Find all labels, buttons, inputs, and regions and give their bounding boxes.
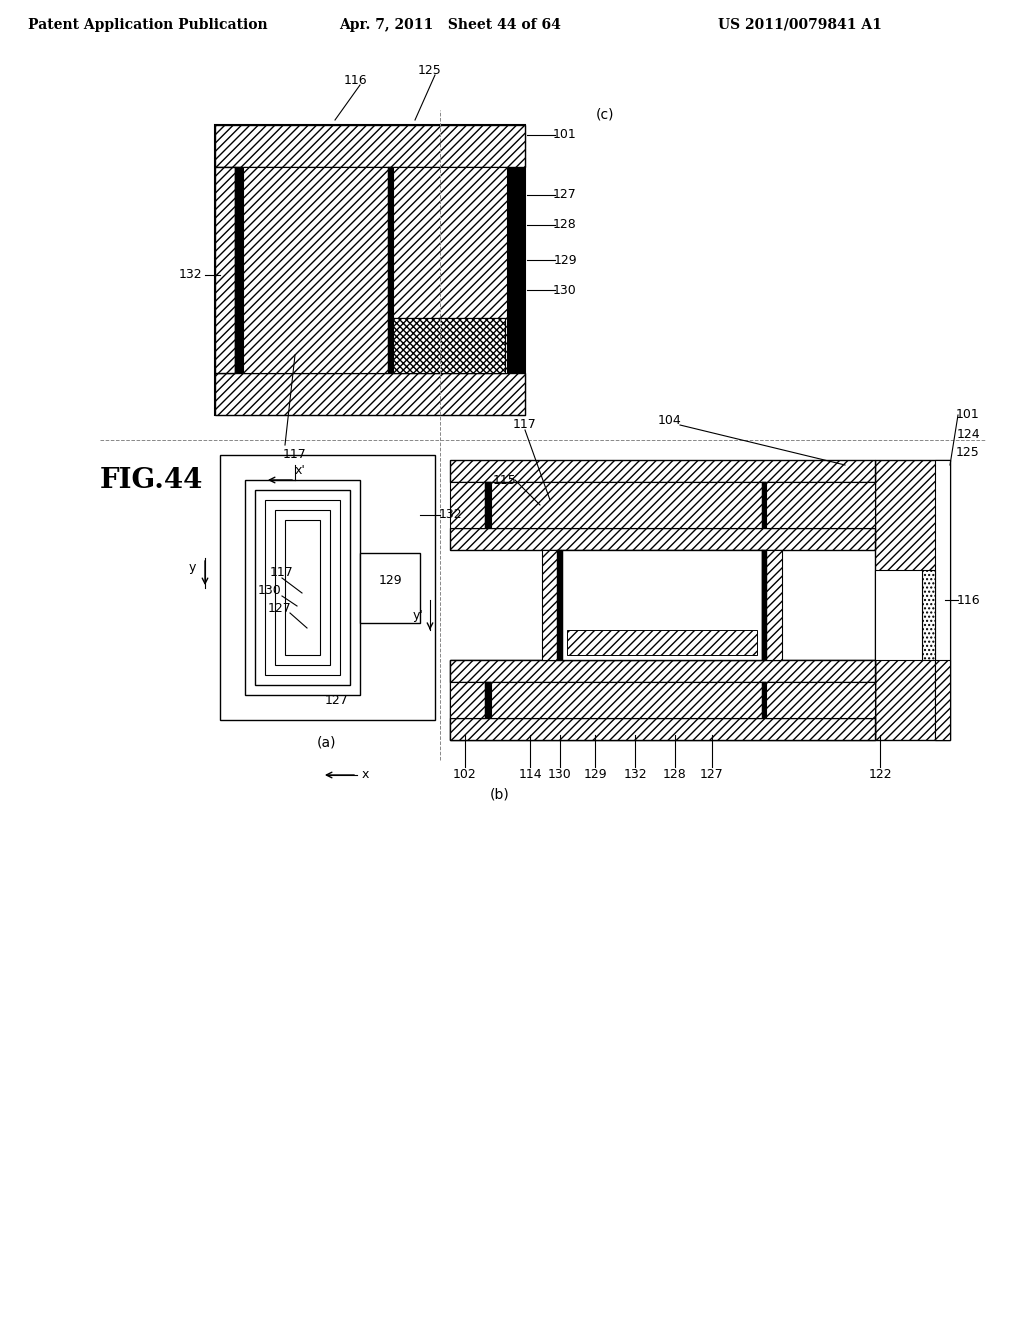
Bar xyxy=(215,374,525,414)
Text: Patent Application Publication: Patent Application Publication xyxy=(29,18,268,32)
Text: 117: 117 xyxy=(513,418,537,432)
Text: 129: 129 xyxy=(553,253,577,267)
Bar xyxy=(766,682,874,718)
Bar xyxy=(762,482,766,528)
Text: 132: 132 xyxy=(178,268,202,281)
Bar xyxy=(766,482,874,528)
Text: 104: 104 xyxy=(658,413,682,426)
Bar xyxy=(380,168,505,187)
Bar xyxy=(762,682,766,718)
Text: 101: 101 xyxy=(956,408,980,421)
Text: 130: 130 xyxy=(258,585,282,598)
Bar xyxy=(450,718,874,741)
Bar xyxy=(243,168,388,374)
Text: 127: 127 xyxy=(268,602,292,615)
Text: US 2011/0079841 A1: US 2011/0079841 A1 xyxy=(718,18,882,32)
Bar xyxy=(275,510,330,665)
Text: x: x xyxy=(361,768,369,781)
Bar xyxy=(490,682,762,718)
Bar xyxy=(393,318,505,374)
Bar xyxy=(762,550,767,660)
Bar xyxy=(490,482,762,528)
Text: 117: 117 xyxy=(283,449,307,462)
Text: 127: 127 xyxy=(700,768,724,781)
Bar xyxy=(874,459,950,741)
Text: (c): (c) xyxy=(596,108,614,121)
Bar xyxy=(215,125,525,168)
Bar xyxy=(220,455,435,719)
Bar xyxy=(935,660,950,741)
Text: 129: 129 xyxy=(584,768,607,781)
Text: 115: 115 xyxy=(494,474,517,487)
Bar xyxy=(762,550,782,660)
Text: 124: 124 xyxy=(956,429,980,441)
Bar xyxy=(507,168,525,374)
Text: Apr. 7, 2011   Sheet 44 of 64: Apr. 7, 2011 Sheet 44 of 64 xyxy=(339,18,561,32)
Bar xyxy=(485,682,490,718)
Bar xyxy=(215,125,525,414)
Bar xyxy=(922,570,935,660)
Text: 125: 125 xyxy=(956,446,980,458)
Text: 116: 116 xyxy=(343,74,367,87)
Text: 127: 127 xyxy=(553,189,577,202)
Text: y': y' xyxy=(413,609,424,622)
Bar xyxy=(557,550,562,660)
Bar xyxy=(874,570,922,660)
Bar xyxy=(567,630,757,655)
Bar xyxy=(234,168,243,374)
Text: (a): (a) xyxy=(317,735,337,748)
Text: 132: 132 xyxy=(438,508,462,521)
Bar xyxy=(562,550,762,660)
Bar xyxy=(285,520,319,655)
Text: 102: 102 xyxy=(454,768,477,781)
Text: (b): (b) xyxy=(490,788,510,803)
Text: 114: 114 xyxy=(518,768,542,781)
Text: 129: 129 xyxy=(378,573,401,586)
Bar xyxy=(450,528,874,550)
Text: 122: 122 xyxy=(868,768,892,781)
Text: 127: 127 xyxy=(326,693,349,706)
Bar xyxy=(485,482,490,528)
Bar xyxy=(393,318,507,374)
Bar xyxy=(265,500,340,675)
Text: FIG.44: FIG.44 xyxy=(100,466,204,494)
Text: 116: 116 xyxy=(956,594,980,606)
Bar xyxy=(245,480,360,696)
Text: 128: 128 xyxy=(553,219,577,231)
Text: 132: 132 xyxy=(624,768,647,781)
Bar xyxy=(450,459,874,482)
Bar xyxy=(542,550,562,660)
Text: y: y xyxy=(188,561,196,574)
Bar xyxy=(450,660,874,682)
Bar xyxy=(450,482,485,528)
Bar xyxy=(450,682,485,718)
Bar xyxy=(450,660,874,741)
Text: 101: 101 xyxy=(553,128,577,141)
Bar xyxy=(935,459,950,741)
Bar xyxy=(255,490,350,685)
Text: 130: 130 xyxy=(553,284,577,297)
Text: 125: 125 xyxy=(418,63,442,77)
Text: x': x' xyxy=(295,463,305,477)
Bar xyxy=(215,168,234,374)
Text: 130: 130 xyxy=(548,768,571,781)
Bar xyxy=(388,168,393,374)
Text: 128: 128 xyxy=(664,768,687,781)
Text: 117: 117 xyxy=(270,566,294,579)
Bar xyxy=(393,168,507,318)
Bar xyxy=(360,553,420,623)
